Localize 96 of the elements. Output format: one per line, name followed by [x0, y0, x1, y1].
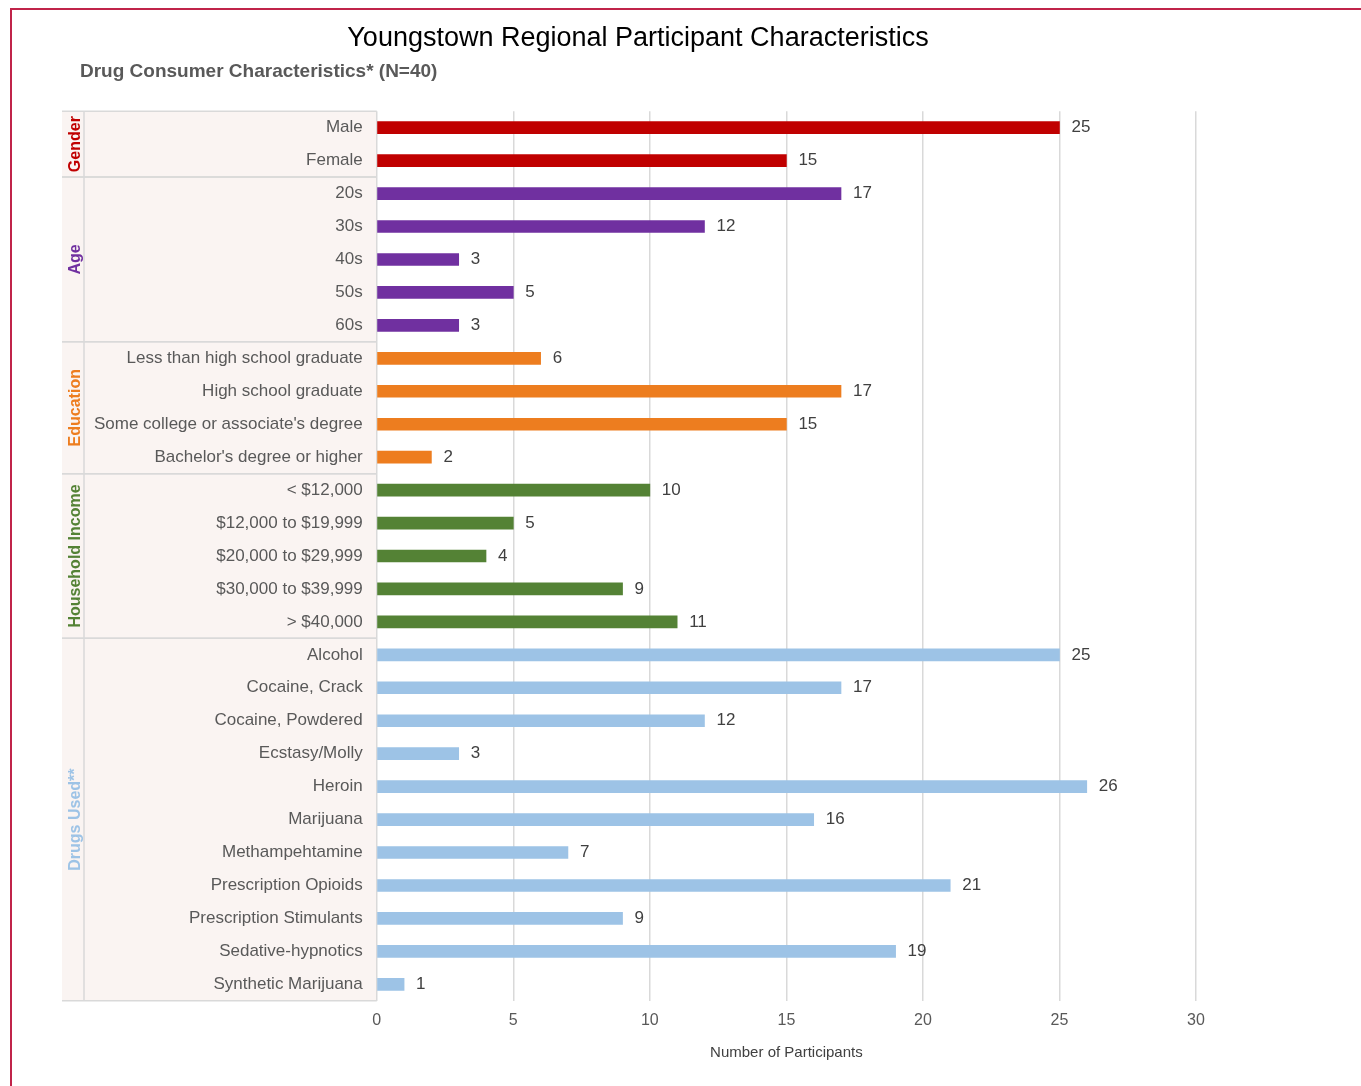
y-tick-label: $20,000 to $29,999 — [216, 545, 363, 565]
data-label: 7 — [579, 842, 590, 862]
y-tick-label: Some college or associate's degree — [93, 413, 363, 433]
y-tick-label: 20s — [335, 183, 363, 203]
bar — [377, 714, 705, 728]
y-tick-label: Sedative-hypnotics — [219, 941, 363, 961]
y-tick-label: Less than high school graduate — [126, 348, 363, 367]
y-tick-label: 60s — [335, 315, 363, 335]
bar — [377, 253, 460, 266]
bar — [377, 351, 541, 365]
data-label: 15 — [798, 413, 818, 433]
bar — [377, 516, 514, 530]
bar — [377, 582, 623, 596]
bar — [377, 187, 842, 200]
y-tick-label: Prescription Stimulants — [188, 908, 363, 928]
bar — [377, 220, 705, 233]
x-tick-label: 20 — [914, 1010, 932, 1028]
bar — [377, 879, 951, 892]
y-tick-label: $30,000 to $39,999 — [216, 578, 363, 598]
y-tick-label: High school graduate — [202, 380, 363, 400]
data-label: 12 — [716, 710, 736, 730]
bar — [377, 417, 787, 431]
data-label: 3 — [470, 315, 481, 335]
text: Age — [66, 244, 84, 275]
bar — [377, 846, 569, 859]
x-tick-label: 0 — [372, 1010, 382, 1028]
bar — [377, 780, 1088, 793]
y-tick-label: Cocaine, Powdered — [214, 710, 363, 730]
data-label: 17 — [853, 677, 872, 697]
chart-subtitle: Drug Consumer Characteristics* (N=40) — [80, 60, 438, 82]
data-label: 4 — [498, 545, 508, 565]
data-label: 10 — [661, 479, 681, 499]
bar — [377, 648, 1060, 662]
data-label: 25 — [1071, 644, 1091, 664]
bar — [377, 154, 787, 167]
y-tick-label: Methampehtamine — [221, 842, 363, 862]
bar — [377, 549, 487, 563]
text: Education — [66, 369, 84, 447]
x-axis-title: Number of Participants — [710, 1043, 863, 1061]
y-tick-label: < $12,000 — [286, 479, 363, 499]
data-label: 9 — [634, 908, 645, 928]
text: Household Income — [66, 484, 84, 628]
bar — [377, 121, 1060, 134]
data-label: 16 — [825, 809, 845, 829]
y-tick-label: Male — [325, 117, 363, 137]
x-tick-label: 10 — [640, 1010, 659, 1028]
bar — [377, 747, 460, 761]
x-tick-label: 15 — [777, 1010, 796, 1028]
data-label: 3 — [470, 249, 481, 269]
y-tick-label: 40s — [335, 249, 363, 269]
data-label: 3 — [470, 743, 481, 763]
bar — [377, 384, 842, 398]
bar — [377, 483, 651, 497]
chart-title: Youngstown Regional Participant Characteristics — [347, 21, 929, 52]
y-tick-label: > $40,000 — [286, 611, 363, 631]
data-label: 19 — [907, 941, 927, 961]
data-label: 12 — [716, 216, 736, 236]
data-label: 5 — [525, 512, 535, 532]
data-label: 9 — [634, 578, 645, 598]
bar — [377, 615, 678, 629]
data-label: 15 — [798, 150, 818, 170]
bar — [377, 978, 405, 991]
data-label: 26 — [1098, 776, 1118, 796]
data-label: 17 — [853, 183, 872, 203]
data-label: 21 — [962, 875, 982, 895]
y-tick-label: 50s — [335, 282, 363, 302]
bar — [377, 286, 514, 299]
y-tick-label: Female — [306, 150, 363, 170]
x-tick-label: 5 — [508, 1010, 518, 1028]
data-label: 5 — [525, 282, 535, 302]
y-tick-label: 30s — [335, 216, 363, 236]
y-tick-label: Alcohol — [307, 644, 363, 664]
bar — [377, 813, 815, 826]
bar — [377, 945, 896, 958]
y-tick-label: $12,000 to $19,999 — [216, 512, 363, 532]
y-tick-label: Synthetic Marijuana — [213, 974, 364, 994]
y-tick-label: Cocaine, Crack — [246, 677, 364, 697]
y-tick-label: Ecstasy/Molly — [258, 743, 364, 763]
y-tick-label: Heroin — [312, 776, 363, 796]
data-label: 25 — [1071, 117, 1091, 137]
data-label: 17 — [853, 380, 872, 400]
data-label: 11 — [689, 611, 707, 631]
text: Drugs Used** — [66, 767, 84, 871]
y-tick-label: Prescription Opioids — [210, 875, 363, 895]
data-label: 2 — [443, 446, 453, 466]
bar — [377, 681, 842, 695]
x-tick-label: 25 — [1050, 1010, 1069, 1028]
data-label: 1 — [416, 974, 426, 994]
y-tick-label: Marijuana — [288, 809, 364, 829]
x-tick-label: 30 — [1187, 1010, 1205, 1028]
bar — [377, 450, 432, 464]
bar — [377, 319, 460, 332]
text: Gender — [66, 116, 84, 173]
y-tick-label: Bachelor's degree or higher — [154, 446, 364, 466]
bar — [377, 912, 623, 925]
data-label: 6 — [552, 348, 563, 367]
